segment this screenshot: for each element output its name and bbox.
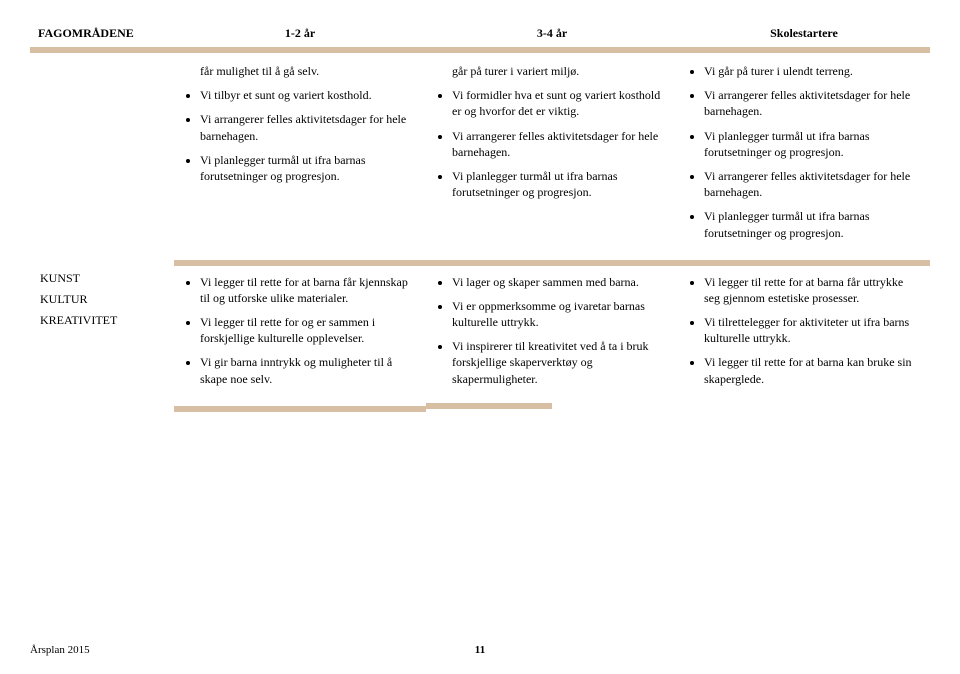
cell-list: Vi legger til rette for at barna får kje… — [184, 274, 416, 387]
header-col1: 1-2 år — [174, 20, 426, 50]
list-item: går på turer i variert miljø. — [436, 63, 668, 79]
list-item: Vi arrangerer felles aktivitetsdager for… — [200, 111, 416, 143]
cell-list: Vi går på turer i ulendt terreng. Vi arr… — [688, 63, 920, 241]
label-line: KULTUR — [40, 292, 164, 307]
page-footer: Årsplan 2015 11 — [30, 644, 930, 656]
footer-left: Årsplan 2015 — [30, 644, 90, 656]
curriculum-table: FAGOMRÅDENE 1-2 år 3-4 år Skolestartere … — [30, 20, 930, 412]
table-row: KUNST KULTUR KREATIVITET Vi legger til r… — [30, 263, 930, 403]
page-number: 11 — [475, 644, 485, 656]
list-item: Vi legger til rette for at barna får kje… — [200, 274, 416, 306]
list-item: Vi formidler hva et sunt og variert kost… — [452, 87, 668, 119]
table-row: får mulighet til å gå selv. Vi tilbyr et… — [30, 50, 930, 257]
list-item: Vi gir barna inntrykk og muligheter til … — [200, 354, 416, 386]
table-header-row: FAGOMRÅDENE 1-2 år 3-4 år Skolestartere — [30, 20, 930, 50]
header-col3: Skolestartere — [678, 20, 930, 50]
row-label: KUNST KULTUR KREATIVITET — [30, 263, 174, 403]
list-item: Vi arrangerer felles aktivitetsdager for… — [704, 87, 920, 119]
list-item: Vi går på turer i ulendt terreng. — [704, 63, 920, 79]
header-col0: FAGOMRÅDENE — [30, 20, 174, 50]
list-item: Vi tilbyr et sunt og variert kosthold. — [200, 87, 416, 103]
list-item: Vi planlegger turmål ut ifra barnas foru… — [704, 128, 920, 160]
list-item: Vi planlegger turmål ut ifra barnas foru… — [704, 208, 920, 240]
cell-list: Vi lager og skaper sammen med barna. Vi … — [436, 274, 668, 387]
list-item: Vi planlegger turmål ut ifra barnas foru… — [200, 152, 416, 184]
list-item: Vi legger til rette for at barna får utt… — [704, 274, 920, 306]
list-item: Vi planlegger turmål ut ifra barnas foru… — [452, 168, 668, 200]
list-item: Vi legger til rette for og er sammen i f… — [200, 314, 416, 346]
list-item: Vi lager og skaper sammen med barna. — [452, 274, 668, 290]
list-item: Vi legger til rette for at barna kan bru… — [704, 354, 920, 386]
cell-list: Vi legger til rette for at barna får utt… — [688, 274, 920, 387]
list-item: Vi inspirerer til kreativitet ved å ta i… — [452, 338, 668, 387]
section-divider — [30, 403, 930, 409]
list-item: får mulighet til å gå selv. — [184, 63, 416, 79]
cell-list: går på turer i variert miljø. Vi formidl… — [436, 63, 668, 200]
label-line: KREATIVITET — [40, 313, 164, 328]
header-col2: 3-4 år — [426, 20, 678, 50]
list-item: Vi er oppmerksomme og ivaretar barnas ku… — [452, 298, 668, 330]
label-line: KUNST — [40, 271, 164, 286]
cell-list: får mulighet til å gå selv. Vi tilbyr et… — [184, 63, 416, 184]
list-item: Vi tilrettelegger for aktiviteter ut ifr… — [704, 314, 920, 346]
list-item: Vi arrangerer felles aktivitetsdager for… — [452, 128, 668, 160]
list-item: Vi arrangerer felles aktivitetsdager for… — [704, 168, 920, 200]
